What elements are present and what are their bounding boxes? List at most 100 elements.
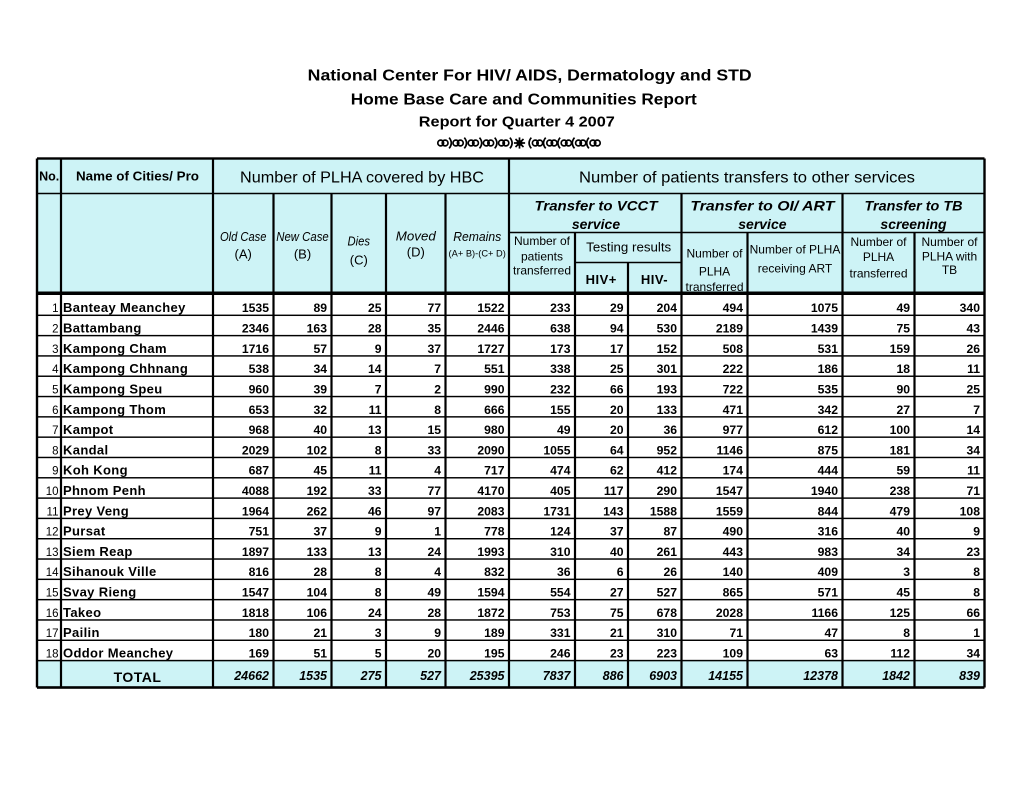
svg-text:409: 409: [818, 565, 839, 579]
svg-text:34: 34: [896, 545, 910, 559]
svg-text:2028: 2028: [716, 606, 743, 620]
svg-text:717: 717: [484, 464, 505, 478]
svg-text:316: 316: [818, 525, 839, 539]
svg-text:678: 678: [657, 606, 678, 620]
svg-text:1594: 1594: [477, 586, 504, 600]
svg-text:1522: 1522: [477, 301, 504, 315]
svg-text:174: 174: [723, 464, 744, 478]
svg-text:18: 18: [896, 362, 910, 376]
svg-text:232: 232: [550, 382, 571, 396]
svg-text:163: 163: [307, 322, 328, 336]
svg-text:49: 49: [427, 586, 441, 600]
svg-text:474: 474: [550, 464, 571, 478]
svg-text:443: 443: [723, 545, 744, 559]
svg-text:1055: 1055: [543, 443, 570, 457]
svg-text:238: 238: [890, 484, 911, 498]
svg-text:4: 4: [52, 364, 59, 376]
svg-text:1: 1: [434, 525, 441, 539]
svg-text:49: 49: [557, 423, 571, 437]
svg-text:36: 36: [557, 565, 571, 579]
svg-text:490: 490: [723, 525, 744, 539]
svg-text:45: 45: [313, 464, 327, 478]
svg-text:816: 816: [249, 565, 270, 579]
svg-text:340: 340: [960, 301, 981, 315]
svg-text:Home Base Care and Communities: Home Base Care and Communities Report: [351, 92, 698, 109]
svg-text:412: 412: [657, 464, 678, 478]
svg-text:338: 338: [550, 362, 571, 376]
svg-text:35: 35: [427, 322, 441, 336]
svg-text:3: 3: [375, 626, 382, 640]
svg-text:980: 980: [484, 423, 505, 437]
svg-text:538: 538: [249, 362, 270, 376]
svg-text:223: 223: [657, 646, 678, 660]
svg-text:535: 535: [818, 382, 839, 396]
svg-text:89: 89: [313, 301, 327, 315]
svg-text:722: 722: [723, 382, 744, 396]
svg-text:290: 290: [657, 484, 678, 498]
svg-text:14: 14: [46, 567, 59, 579]
svg-text:1897: 1897: [242, 545, 269, 559]
svg-text:Pailin: Pailin: [63, 625, 100, 640]
svg-text:1075: 1075: [811, 301, 838, 315]
svg-text:246: 246: [550, 646, 571, 660]
svg-text:36: 36: [663, 423, 677, 437]
svg-text:7837: 7837: [543, 669, 572, 683]
svg-text:24662: 24662: [233, 669, 269, 683]
svg-text:1716: 1716: [242, 342, 269, 356]
svg-text:444: 444: [818, 464, 839, 478]
svg-text:1146: 1146: [717, 443, 744, 457]
svg-text:Phnom Penh: Phnom Penh: [63, 483, 146, 498]
svg-text:1439: 1439: [811, 322, 838, 336]
svg-text:94: 94: [610, 322, 624, 336]
svg-text:17: 17: [610, 342, 624, 356]
svg-text:26: 26: [966, 342, 980, 356]
svg-text:952: 952: [657, 443, 678, 457]
svg-text:Name of Cities/ Pro: Name of Cities/ Pro: [76, 169, 199, 184]
svg-text:HIV-: HIV-: [641, 272, 668, 287]
svg-text:77: 77: [427, 301, 441, 315]
svg-text:2: 2: [434, 382, 441, 396]
svg-text:155: 155: [550, 403, 571, 417]
svg-text:4: 4: [434, 565, 441, 579]
svg-text:9: 9: [973, 525, 980, 539]
svg-text:Battambang: Battambang: [63, 321, 142, 336]
svg-text:8: 8: [375, 565, 382, 579]
svg-text:20: 20: [610, 403, 624, 417]
svg-text:24: 24: [427, 545, 441, 559]
svg-text:1547: 1547: [716, 484, 743, 498]
svg-text:222: 222: [723, 362, 744, 376]
svg-text:transferred: transferred: [513, 264, 571, 278]
svg-text:159: 159: [890, 342, 911, 356]
svg-text:8: 8: [973, 586, 980, 600]
svg-text:1727: 1727: [477, 342, 504, 356]
svg-text:13: 13: [368, 545, 382, 559]
svg-text:25: 25: [610, 362, 624, 376]
svg-text:990: 990: [484, 382, 505, 396]
svg-text:1166: 1166: [812, 606, 839, 620]
svg-text:40: 40: [313, 423, 327, 437]
svg-text:PLHA with: PLHA with: [922, 250, 977, 264]
svg-text:Number of: Number of: [514, 234, 571, 248]
svg-text:service: service: [738, 216, 786, 232]
svg-text:143: 143: [603, 504, 624, 518]
svg-text:patients: patients: [521, 250, 563, 264]
svg-text:12: 12: [46, 527, 59, 539]
svg-text:Kampong Cham: Kampong Cham: [63, 341, 167, 356]
svg-text:778: 778: [484, 525, 505, 539]
svg-text:Number of PLHA covered by HBC: Number of PLHA covered by HBC: [240, 170, 484, 187]
svg-text:13: 13: [368, 423, 382, 437]
svg-text:471: 471: [723, 403, 744, 417]
svg-text:4088: 4088: [242, 484, 269, 498]
svg-text:77: 77: [427, 484, 441, 498]
svg-text:7: 7: [434, 362, 441, 376]
svg-text:37: 37: [427, 342, 441, 356]
svg-text:301: 301: [657, 362, 678, 376]
svg-text:Kampot: Kampot: [63, 422, 114, 437]
svg-text:405: 405: [550, 484, 571, 498]
svg-text:25: 25: [368, 301, 382, 315]
svg-text:15: 15: [427, 423, 441, 437]
svg-text:11: 11: [369, 464, 382, 478]
svg-text:180: 180: [249, 626, 270, 640]
svg-text:10: 10: [46, 486, 59, 498]
svg-text:37: 37: [610, 525, 624, 539]
